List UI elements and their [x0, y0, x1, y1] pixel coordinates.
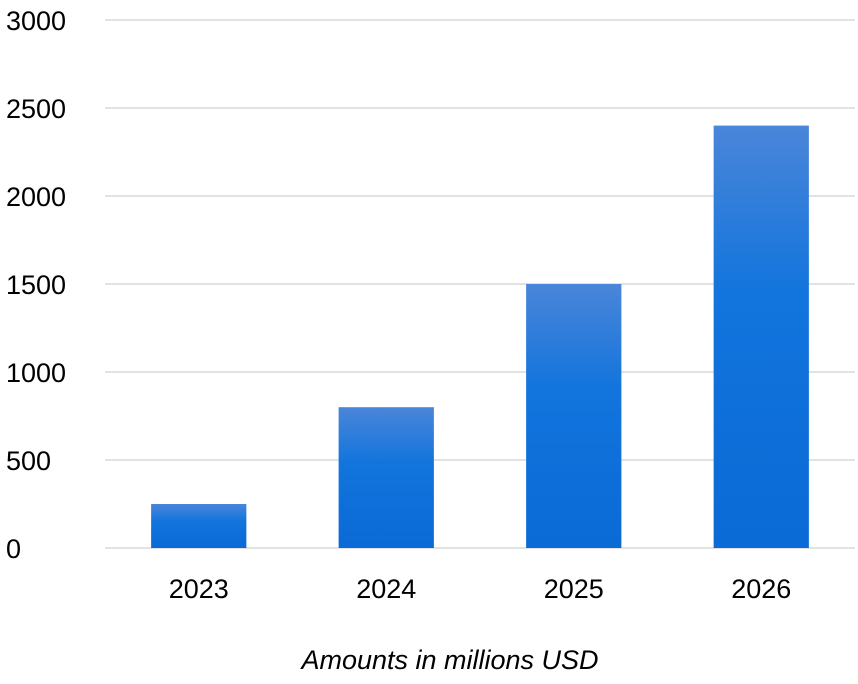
y-tick-label: 1000 [6, 358, 66, 388]
y-tick-label: 2500 [6, 94, 66, 124]
gridlines [105, 19, 855, 549]
y-tick-label: 500 [6, 446, 51, 476]
x-axis-tick-labels: 2023 2024 2025 2026 [169, 574, 792, 604]
bars [151, 125, 809, 548]
bar-2024 [338, 407, 434, 548]
bar-2025 [526, 284, 622, 548]
y-tick-label: 3000 [6, 6, 66, 36]
y-axis-tick-labels: 0 500 1000 1500 2000 2500 3000 [6, 6, 66, 564]
x-axis-caption: Amounts in millions USD [299, 645, 598, 675]
x-tick-label-2024: 2024 [356, 574, 416, 604]
y-tick-label: 2000 [6, 182, 66, 212]
x-tick-label-2026: 2026 [731, 574, 791, 604]
bar-2023 [151, 504, 247, 548]
x-tick-label-2023: 2023 [169, 574, 229, 604]
y-tick-label: 0 [6, 534, 21, 564]
x-tick-label-2025: 2025 [544, 574, 604, 604]
bar-2026 [713, 125, 809, 548]
y-tick-label: 1500 [6, 270, 66, 300]
